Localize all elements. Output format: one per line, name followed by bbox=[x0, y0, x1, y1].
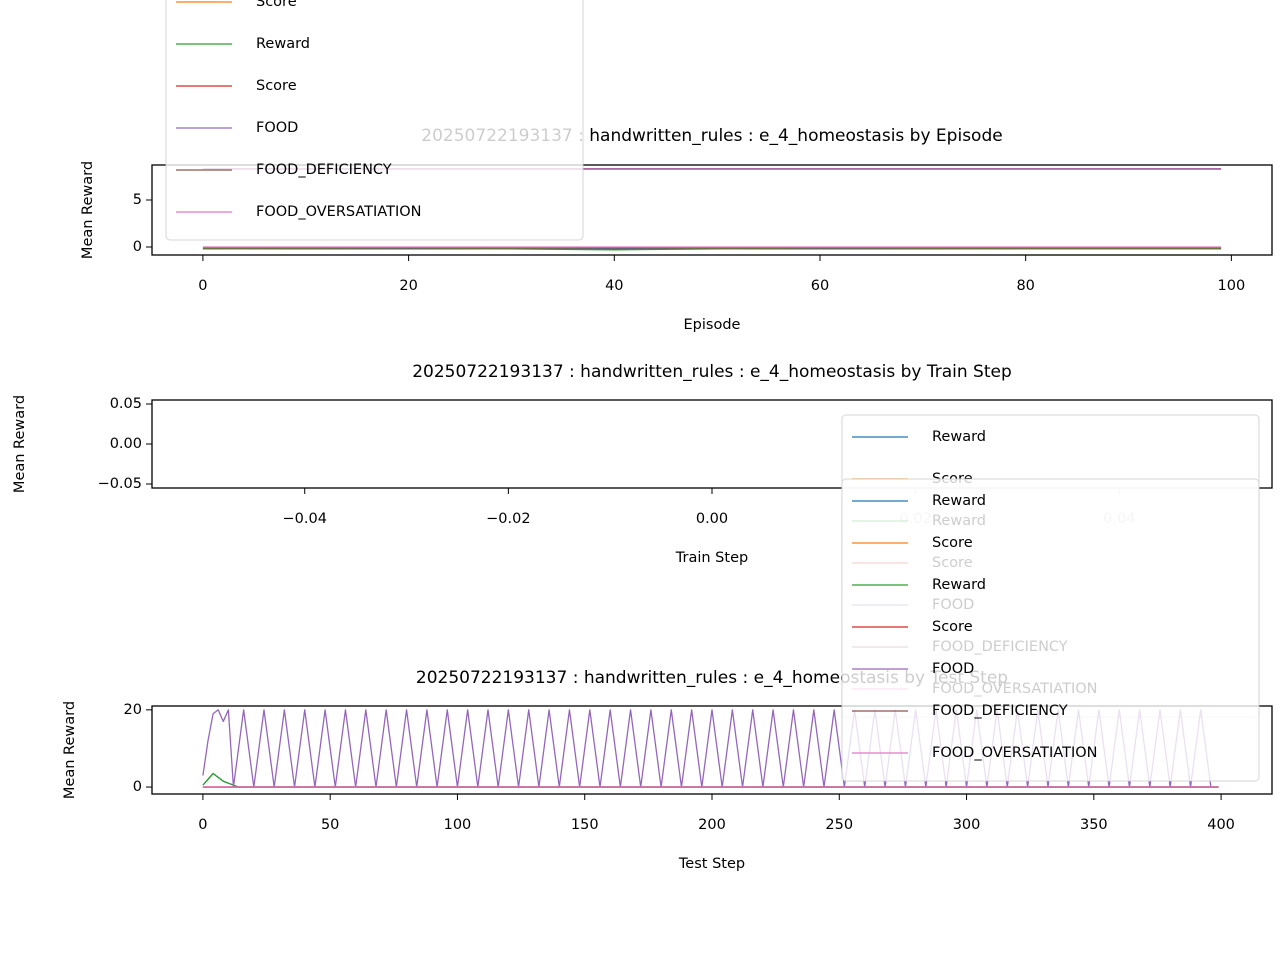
x-tick-label: 20 bbox=[399, 278, 417, 294]
x-tick-label: 40 bbox=[605, 278, 623, 294]
x-tick-label: 80 bbox=[1016, 278, 1034, 294]
x-axis-label: Train Step bbox=[675, 550, 748, 566]
legend: RewardScoreRewardScoreFOODFOOD_DEFICIENC… bbox=[165, 0, 584, 241]
x-tick-label: 200 bbox=[698, 817, 726, 833]
legend-label: Reward bbox=[932, 577, 986, 593]
x-tick-label: 0 bbox=[198, 278, 207, 294]
y-tick-label: 0 bbox=[133, 239, 142, 255]
legend-label: Reward bbox=[932, 429, 986, 445]
y-tick-label: 0.05 bbox=[110, 396, 142, 412]
legend-label: FOOD_DEFICIENCY bbox=[256, 162, 392, 178]
y-tick-label: 0 bbox=[133, 779, 142, 795]
y-tick-label: 5 bbox=[133, 192, 142, 208]
legend-label: FOOD_OVERSATIATION bbox=[932, 745, 1097, 761]
axes-frame bbox=[151, 705, 1273, 795]
y-axis-label: Mean Reward bbox=[80, 161, 96, 259]
y-tick-label: 0.00 bbox=[110, 436, 142, 452]
legend-label: FOOD_DEFICIENCY bbox=[932, 703, 1068, 719]
plot-area bbox=[202, 168, 1222, 251]
x-tick-label: 0 bbox=[198, 817, 207, 833]
x-axis-label: Episode bbox=[684, 317, 741, 333]
x-tick-label: 150 bbox=[571, 817, 599, 833]
x-tick-label: 50 bbox=[321, 817, 339, 833]
chart-title: 20250722193137 : handwritten_rules : e_4… bbox=[412, 362, 1012, 382]
x-tick-label: 60 bbox=[811, 278, 829, 294]
plot-area bbox=[202, 709, 1219, 788]
legend: Reward Score Reward Score FOOD FOOD_DEFICIENC… bbox=[841, 478, 1260, 782]
axes-frame bbox=[151, 164, 1273, 256]
x-tick-label: 300 bbox=[953, 817, 981, 833]
legend-label: Reward bbox=[932, 493, 986, 509]
x-axis-label: Test Step bbox=[678, 856, 745, 872]
y-tick-label: 20 bbox=[124, 702, 142, 718]
x-tick-label: −0.04 bbox=[283, 511, 327, 527]
y-axis-label: Mean Reward bbox=[62, 701, 78, 799]
x-tick-label: 350 bbox=[1080, 817, 1108, 833]
x-tick-label: 0.00 bbox=[696, 511, 728, 527]
legend-box bbox=[165, 0, 584, 241]
legend-label: Reward bbox=[256, 36, 310, 52]
legend-label: Score bbox=[932, 535, 973, 551]
legend-box bbox=[841, 478, 1260, 782]
x-tick-label: 100 bbox=[1218, 278, 1246, 294]
x-tick-label: 250 bbox=[825, 817, 853, 833]
x-tick-label: −0.02 bbox=[486, 511, 530, 527]
legend-label: FOOD bbox=[256, 120, 298, 136]
x-tick-label: 400 bbox=[1207, 817, 1235, 833]
y-tick-label: −0.05 bbox=[98, 476, 142, 492]
legend-label: FOOD bbox=[932, 661, 974, 677]
legend-label: FOOD_OVERSATIATION bbox=[256, 204, 421, 220]
x-tick-label: 100 bbox=[444, 817, 472, 833]
legend-label: Score bbox=[932, 619, 973, 635]
legend-label: Score bbox=[256, 78, 297, 94]
axes-frame bbox=[151, 399, 1273, 489]
legend-label: Score bbox=[256, 0, 297, 10]
y-axis-label: Mean Reward bbox=[12, 395, 28, 493]
